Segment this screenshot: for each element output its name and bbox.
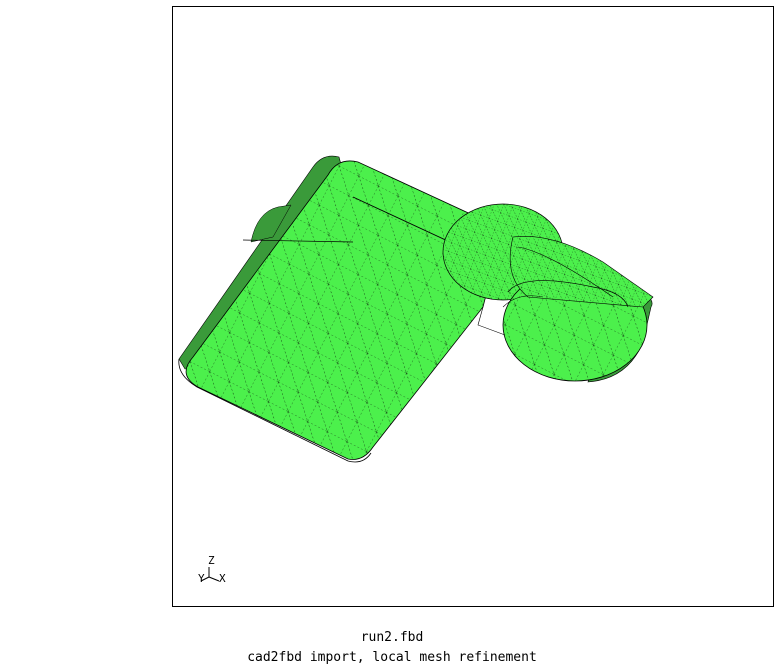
description-caption: cad2fbd import, local mesh refinement [247, 650, 537, 665]
mesh-render [178, 155, 654, 582]
axis-triad-icon [200, 567, 220, 582]
filename-caption: run2.fbd [360, 630, 424, 645]
plate-front-edge [178, 358, 372, 463]
axis-label-y: Y [198, 572, 205, 585]
3d-viewport[interactable]: Z Y X [172, 6, 774, 607]
axis-label-x: X [219, 572, 226, 585]
axis-label-z: Z [208, 554, 215, 567]
plate-bump [250, 204, 292, 243]
